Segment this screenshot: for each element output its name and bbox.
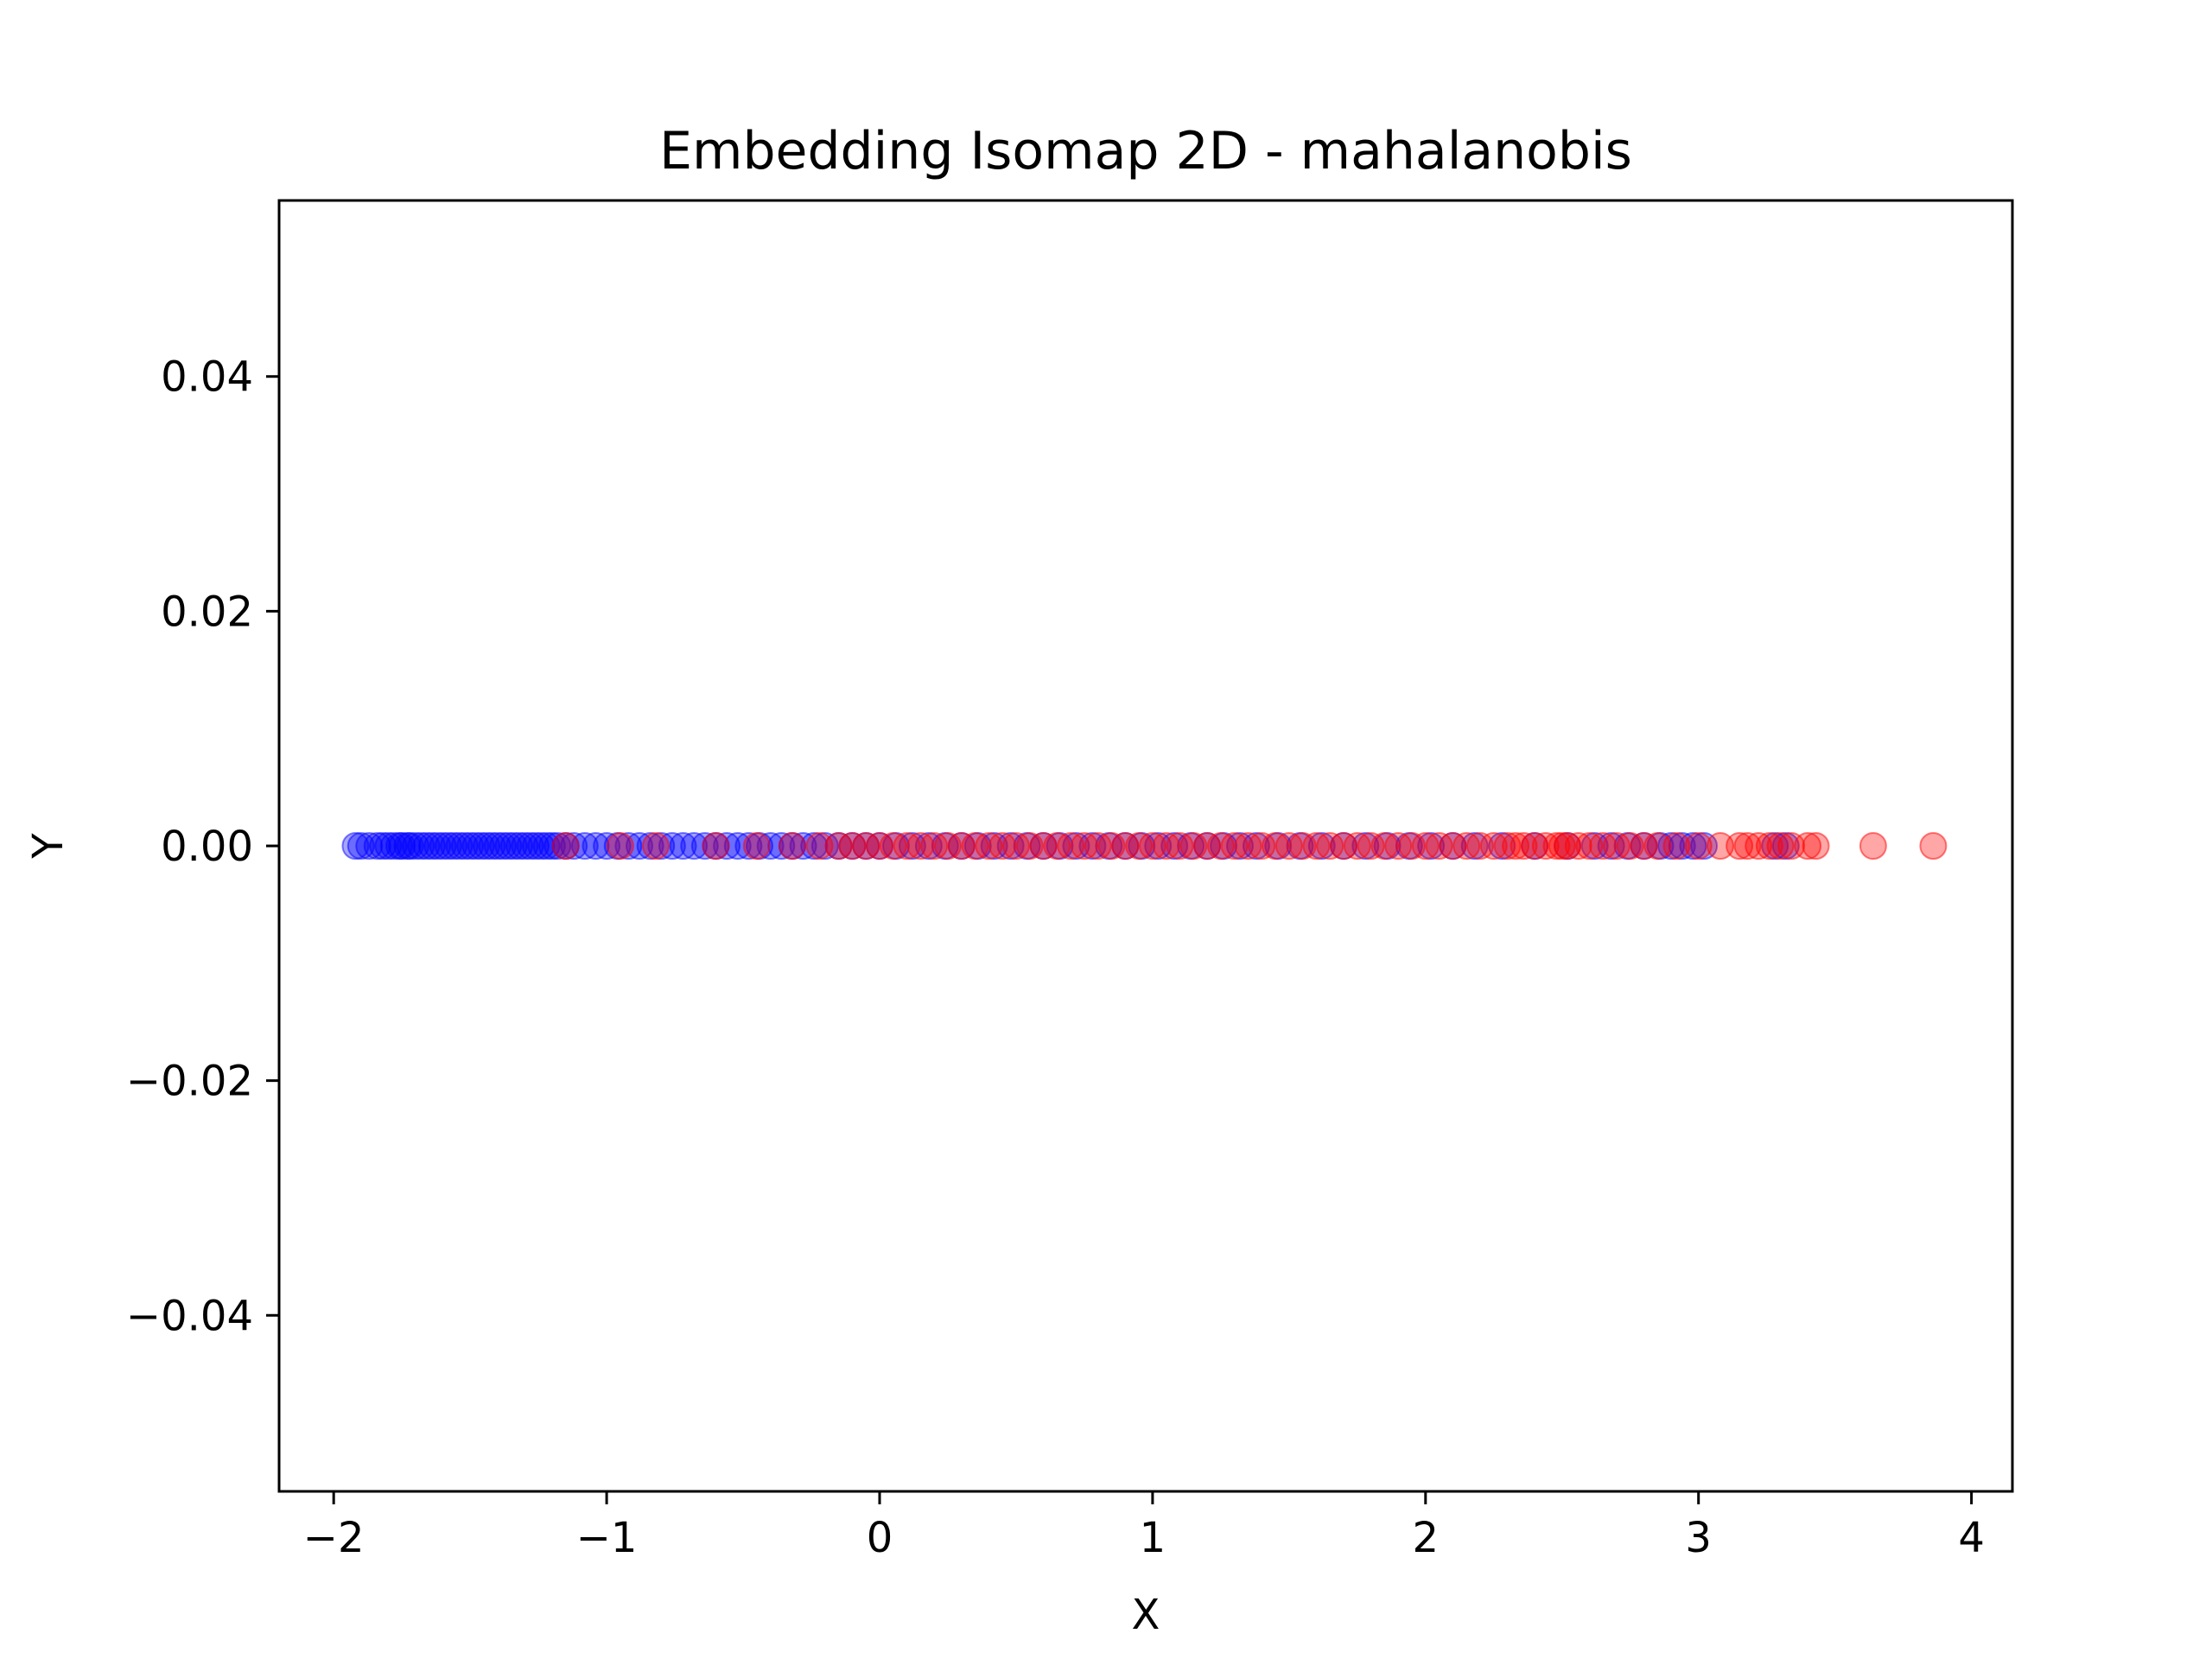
scatter-point-series-1 bbox=[641, 832, 670, 860]
x-axis-ticks: −2 −1 0 1 2 3 4 bbox=[303, 1491, 1985, 1562]
y-axis-ticks: −0.04 −0.02 0.00 0.02 0.04 bbox=[126, 353, 279, 1340]
scatter-point-series-0 bbox=[690, 832, 719, 860]
scatter-point-series-0 bbox=[346, 832, 375, 860]
scatter-point-series-0 bbox=[658, 832, 686, 860]
scatter-point-series-0 bbox=[734, 832, 763, 860]
scatter-point-series-1 bbox=[1706, 832, 1734, 860]
scatter-point-series-0 bbox=[582, 832, 610, 860]
scatter-point-series-1 bbox=[805, 832, 834, 860]
scatter-point-series-1 bbox=[1564, 832, 1592, 860]
scatter-point-series-1 bbox=[1802, 832, 1830, 860]
chart-title: Embedding Isomap 2D - mahalanobis bbox=[659, 121, 1632, 181]
scatter-point-series-1 bbox=[551, 832, 580, 860]
x-tick-label: −1 bbox=[576, 1514, 638, 1562]
y-tick-label: 0.02 bbox=[161, 588, 253, 636]
scatter-point-series-1 bbox=[1554, 832, 1582, 860]
y-axis-label: Y bbox=[24, 833, 73, 860]
scatter-point-series-1 bbox=[1726, 832, 1754, 860]
x-tick-label: 4 bbox=[1958, 1514, 1985, 1562]
scatter-point-series-1 bbox=[606, 832, 634, 860]
scatter-point-series-1 bbox=[1643, 832, 1672, 860]
scatter-point-series-0 bbox=[767, 832, 796, 860]
scatter-point-series-1 bbox=[1919, 832, 1948, 860]
scatter-point-series-1 bbox=[1745, 832, 1773, 860]
y-tick-label: 0.00 bbox=[161, 823, 253, 871]
scatter-point-series-1 bbox=[1794, 832, 1822, 860]
scatter-point-series-1 bbox=[1531, 832, 1560, 860]
points-layer bbox=[341, 832, 1948, 860]
x-tick-label: 2 bbox=[1413, 1514, 1440, 1562]
y-tick-label: −0.04 bbox=[126, 1292, 253, 1340]
scatter-point-series-0 bbox=[570, 832, 599, 860]
y-tick-label: 0.04 bbox=[161, 353, 253, 402]
scatter-point-series-1 bbox=[1755, 832, 1783, 860]
scatter-point-series-1 bbox=[1859, 832, 1887, 860]
scatter-point-series-0 bbox=[723, 832, 752, 860]
x-tick-label: 3 bbox=[1685, 1514, 1712, 1562]
x-tick-label: −2 bbox=[303, 1514, 365, 1562]
x-tick-label: 1 bbox=[1140, 1514, 1166, 1562]
scatter-point-series-1 bbox=[1777, 832, 1806, 860]
scatter-point-series-1 bbox=[1510, 832, 1538, 860]
scatter-point-series-1 bbox=[1493, 832, 1522, 860]
scatter-point-series-1 bbox=[1766, 832, 1795, 860]
scatter-point-series-0 bbox=[614, 832, 643, 860]
scatter-point-series-1 bbox=[1662, 832, 1691, 860]
scatter-point-series-0 bbox=[625, 832, 653, 860]
scatter-point-series-1 bbox=[1733, 832, 1762, 860]
plot-area-frame bbox=[277, 199, 2014, 1493]
scatter-point-series-0 bbox=[669, 832, 697, 860]
scatter-point-series-0 bbox=[713, 832, 741, 860]
x-tick-label: 0 bbox=[867, 1514, 893, 1562]
scatter-point-series-0 bbox=[543, 832, 572, 860]
scatter-point-series-0 bbox=[560, 832, 588, 860]
scatter-point-series-1 bbox=[702, 832, 730, 860]
scatter-point-series-1 bbox=[1521, 832, 1549, 860]
scatter-point-series-1 bbox=[1502, 832, 1530, 860]
scatter-point-series-1 bbox=[1684, 832, 1713, 860]
y-tick-label: −0.02 bbox=[126, 1058, 253, 1106]
scatter-point-series-0 bbox=[680, 832, 709, 860]
scatter-point-series-0 bbox=[789, 832, 817, 860]
scatter-point-series-1 bbox=[778, 832, 806, 860]
scatter-point-series-1 bbox=[742, 832, 771, 860]
x-axis-label: X bbox=[1132, 1591, 1160, 1639]
